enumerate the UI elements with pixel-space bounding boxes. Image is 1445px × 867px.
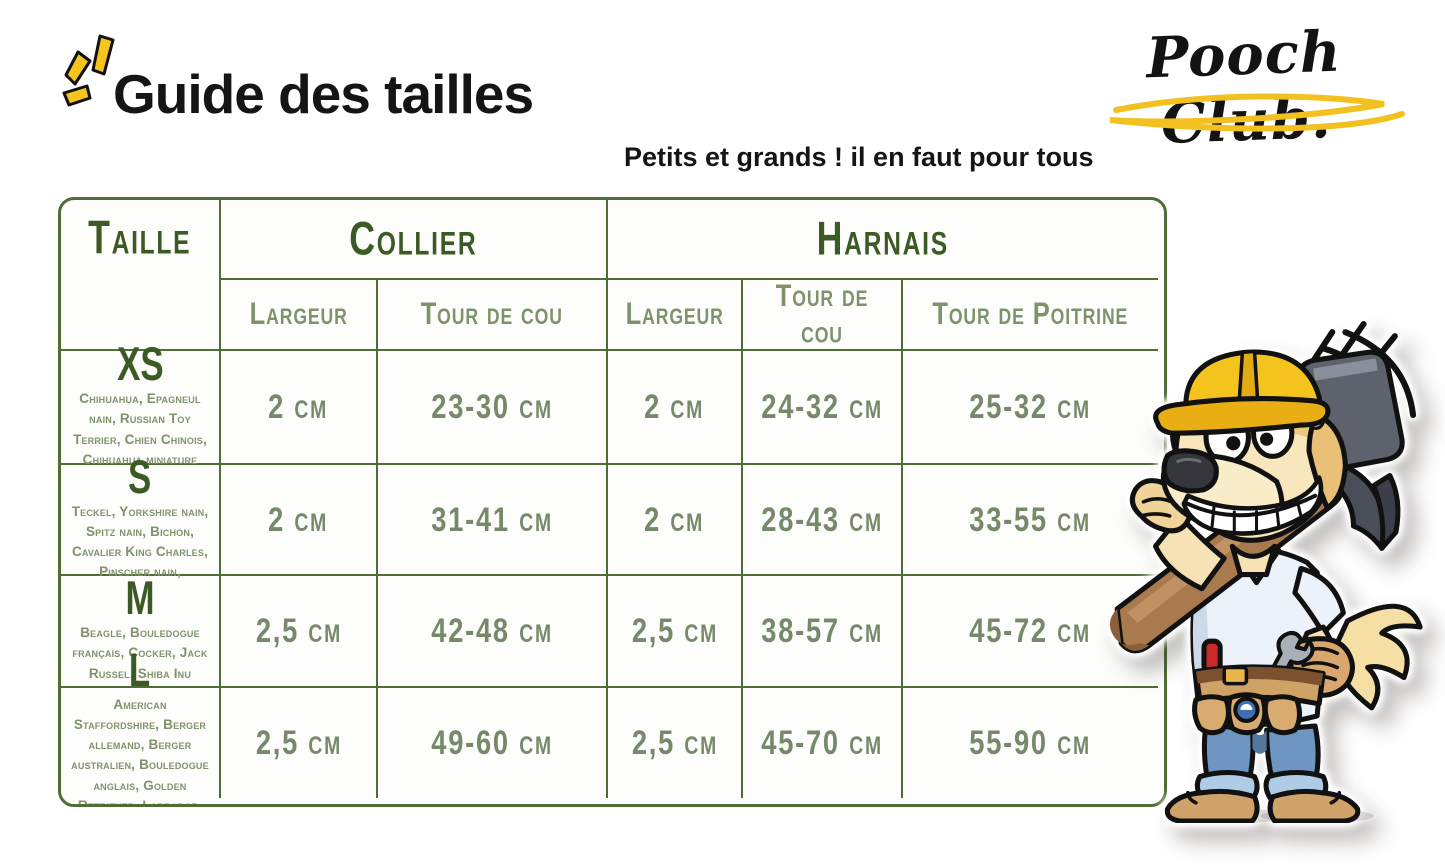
harnais-tour-de-poitrine-label: Tour de Poitrine: [932, 296, 1129, 332]
value-cell: 28-43 cm: [743, 465, 903, 576]
collier-largeur-label: Largeur: [249, 296, 348, 332]
value-text: 2 cm: [268, 386, 329, 427]
brand-logo: Pooch Club.: [1145, 18, 1343, 157]
value-cell: 2,5 cm: [608, 688, 743, 798]
value-cell: 2,5 cm: [608, 576, 743, 688]
breeds-text: Beagle, Bouledogue français, Cocker, Jac…: [72, 625, 208, 681]
header-cell-harnais-tour-de-cou: Tour de cou: [743, 278, 903, 351]
value-cell: 45-72 cm: [903, 576, 1158, 688]
size-table: Taille Collier Harnais Largeur Tour de c…: [58, 197, 1167, 807]
value-text: 25-32 cm: [969, 386, 1092, 427]
boots: [1164, 788, 1374, 823]
value-cell: 31-41 cm: [378, 465, 608, 576]
header-cell-harnais: Harnais: [608, 200, 1158, 280]
size-label: XS: [116, 337, 164, 391]
dog-builder-with-hammer-icon: [1109, 321, 1423, 823]
header-cell-collier-largeur: Largeur: [221, 280, 378, 351]
value-cell: 45-70 cm: [743, 688, 903, 798]
taille-label: Taille: [88, 211, 192, 264]
value-text: 23-30 cm: [431, 386, 553, 427]
grin: [1181, 475, 1324, 536]
value-cell: 25-32 cm: [903, 351, 1158, 465]
page-title: Guide des tailles: [113, 63, 534, 125]
header-cell-collier-tour-de-cou: Tour de cou: [378, 280, 608, 351]
hard-hat-icon: [1153, 349, 1331, 436]
table-row-l-size: L American Staffordshire, Berger alleman…: [61, 646, 221, 804]
header-cell-collier: Collier: [221, 200, 608, 280]
size-label: S: [128, 449, 152, 503]
harnais-tour-de-cou-label: Tour de cou: [775, 278, 869, 350]
value-text: 42-48 cm: [431, 610, 553, 651]
value-text: 38-57 cm: [761, 610, 883, 651]
value-text: 49-60 cm: [431, 722, 553, 763]
value-text: 2,5 cm: [255, 722, 342, 763]
page-subtitle: Petits et grands ! il en faut pour tous: [624, 142, 1094, 172]
value-cell: 24-32 cm: [743, 351, 903, 465]
value-cell: 42-48 cm: [378, 576, 608, 688]
value-cell: 2 cm: [608, 351, 743, 465]
value-text: 31-41 cm: [431, 499, 553, 539]
value-cell: 2 cm: [221, 465, 378, 576]
harnais-label: Harnais: [816, 212, 950, 265]
size-label: L: [129, 643, 151, 696]
value-cell: 2 cm: [608, 465, 743, 576]
value-cell: 33-55 cm: [903, 465, 1158, 576]
header-cell-taille: Taille: [61, 200, 221, 351]
value-cell: 55-90 cm: [903, 688, 1158, 798]
nose-icon: [1161, 448, 1219, 494]
value-text: 2 cm: [644, 386, 705, 427]
breeds-text: Chihuahua, Epagneul nain, Russian Toy Te…: [73, 391, 207, 467]
value-cell: 49-60 cm: [378, 688, 608, 798]
value-cell: 38-57 cm: [743, 576, 903, 688]
value-text: 24-32 cm: [761, 386, 883, 427]
size-label: M: [125, 571, 155, 625]
header-cell-harnais-tour-de-poitrine: Tour de Poitrine: [903, 280, 1158, 351]
table-row-xs-size: XS Chihuahua, Epagneul nain, Russian Toy…: [61, 340, 221, 467]
value-text: 2 cm: [644, 499, 705, 539]
tool-belt: [1192, 630, 1326, 736]
table-row-m-size: M Beagle, Bouledogue français, Cocker, J…: [61, 571, 221, 688]
value-text: 2,5 cm: [255, 610, 342, 651]
brand-underline-swoosh-icon: [1109, 93, 1405, 132]
breeds-text: American Staffordshire, Berger allemand,…: [71, 696, 209, 807]
collier-label: Collier: [349, 212, 478, 265]
value-text: 28-43 cm: [761, 499, 883, 539]
header-cell-harnais-largeur: Largeur: [608, 280, 743, 351]
value-text: 33-55 cm: [969, 499, 1092, 539]
value-text: 2,5 cm: [631, 610, 718, 651]
collier-tour-de-cou-label: Tour de cou: [420, 296, 564, 332]
neck-fur: [1229, 543, 1278, 578]
value-cell: 2,5 cm: [221, 688, 378, 798]
value-cell: 23-30 cm: [378, 351, 608, 465]
value-cell: 2,5 cm: [221, 576, 378, 688]
table-row-s-size: S Teckel, Yorkshire nain, Spitz nain, Bi…: [61, 453, 221, 579]
breeds-text: Teckel, Yorkshire nain, Spitz nain, Bich…: [71, 503, 209, 580]
value-text: 2,5 cm: [631, 722, 718, 763]
value-text: 45-70 cm: [761, 722, 883, 763]
value-cell: 2 cm: [221, 351, 378, 465]
sparkle-emphasis-icon: [62, 34, 115, 107]
value-text: 55-90 cm: [969, 722, 1092, 763]
tail: [1330, 603, 1423, 711]
value-text: 2 cm: [268, 499, 329, 539]
harnais-largeur-label: Largeur: [625, 296, 724, 332]
value-text: 45-72 cm: [969, 610, 1092, 651]
